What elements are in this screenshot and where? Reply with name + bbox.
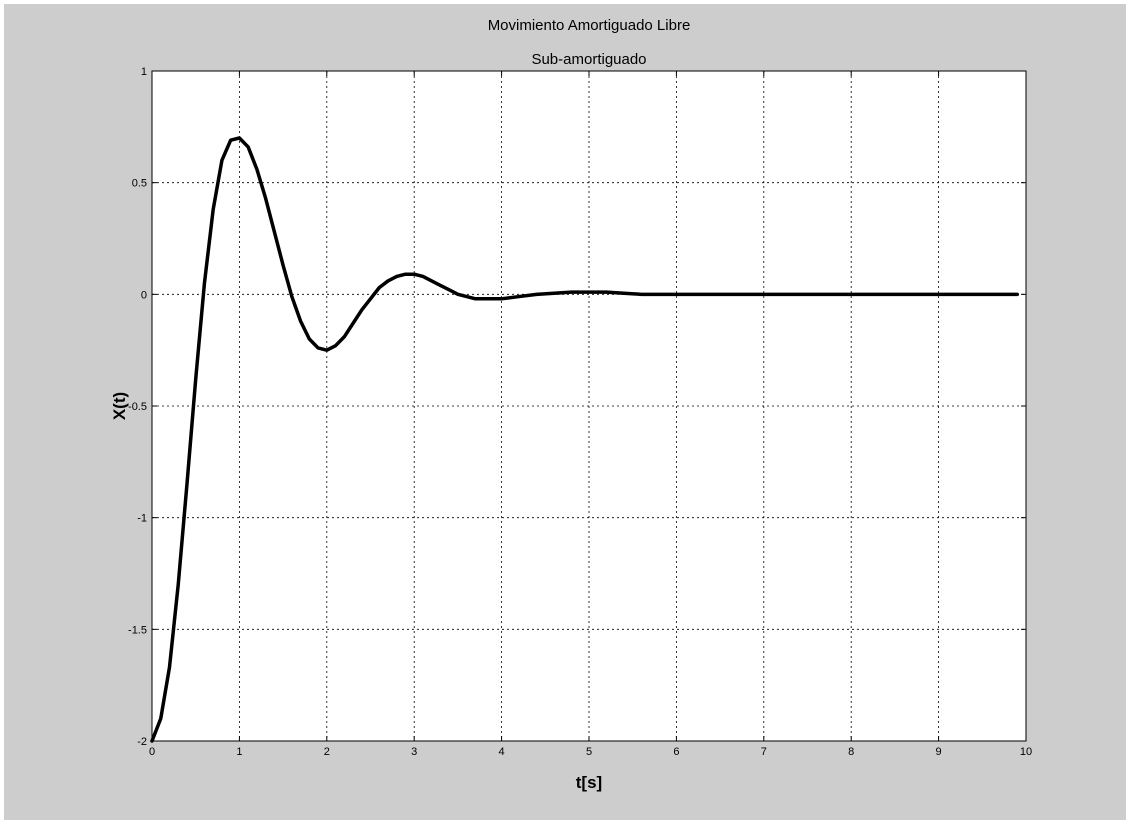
series bbox=[150, 136, 1020, 743]
y-tick-label: 0 bbox=[141, 289, 147, 301]
y-tick-label: -1.5 bbox=[128, 624, 147, 636]
grid bbox=[152, 71, 1026, 741]
x-tick-label: 2 bbox=[324, 746, 330, 758]
chart-title: Movimiento Amortiguado Libre bbox=[488, 17, 691, 34]
y-tick-label: 1 bbox=[141, 66, 147, 78]
x-tick-label: 9 bbox=[936, 746, 942, 758]
y-tick-label: 0.5 bbox=[132, 178, 147, 190]
chart-subtitle: Sub-amortiguado bbox=[531, 51, 646, 68]
x-tick-label: 1 bbox=[236, 746, 242, 758]
y-tick-label: -0.5 bbox=[128, 401, 147, 413]
x-axis-label: t[s] bbox=[576, 773, 602, 792]
figure: 0 1 2 3 4 5 6 7 8 9 10 -2 -1.5 -1 -0.5 0 0.5 1 Movimiento… bbox=[4, 4, 1126, 820]
ticks: 0 1 2 3 4 5 6 7 8 9 10 -2 -1.5 -1 -0.5 0 0.5 1 bbox=[128, 66, 1032, 758]
x-tick-label: 7 bbox=[761, 746, 767, 758]
x-tick-label: 10 bbox=[1020, 746, 1032, 758]
series-line bbox=[150, 136, 1020, 743]
x-tick-label: 4 bbox=[499, 746, 505, 758]
x-tick-label: 8 bbox=[848, 746, 854, 758]
y-tick-label: -2 bbox=[137, 736, 147, 748]
x-tick-label: 0 bbox=[149, 746, 155, 758]
x-tick-label: 5 bbox=[586, 746, 592, 758]
y-axis-label: X(t) bbox=[110, 392, 129, 420]
x-tick-label: 3 bbox=[411, 746, 417, 758]
y-tick-label: -1 bbox=[137, 513, 147, 525]
plot: 0 1 2 3 4 5 6 7 8 9 10 -2 -1.5 -1 -0.5 0 0.5 1 Movimiento… bbox=[110, 17, 1032, 792]
x-tick-label: 6 bbox=[673, 746, 679, 758]
